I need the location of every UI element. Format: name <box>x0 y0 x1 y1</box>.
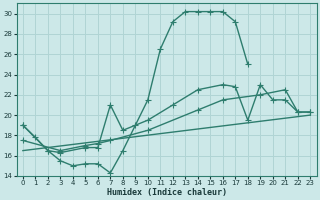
X-axis label: Humidex (Indice chaleur): Humidex (Indice chaleur) <box>107 188 227 197</box>
